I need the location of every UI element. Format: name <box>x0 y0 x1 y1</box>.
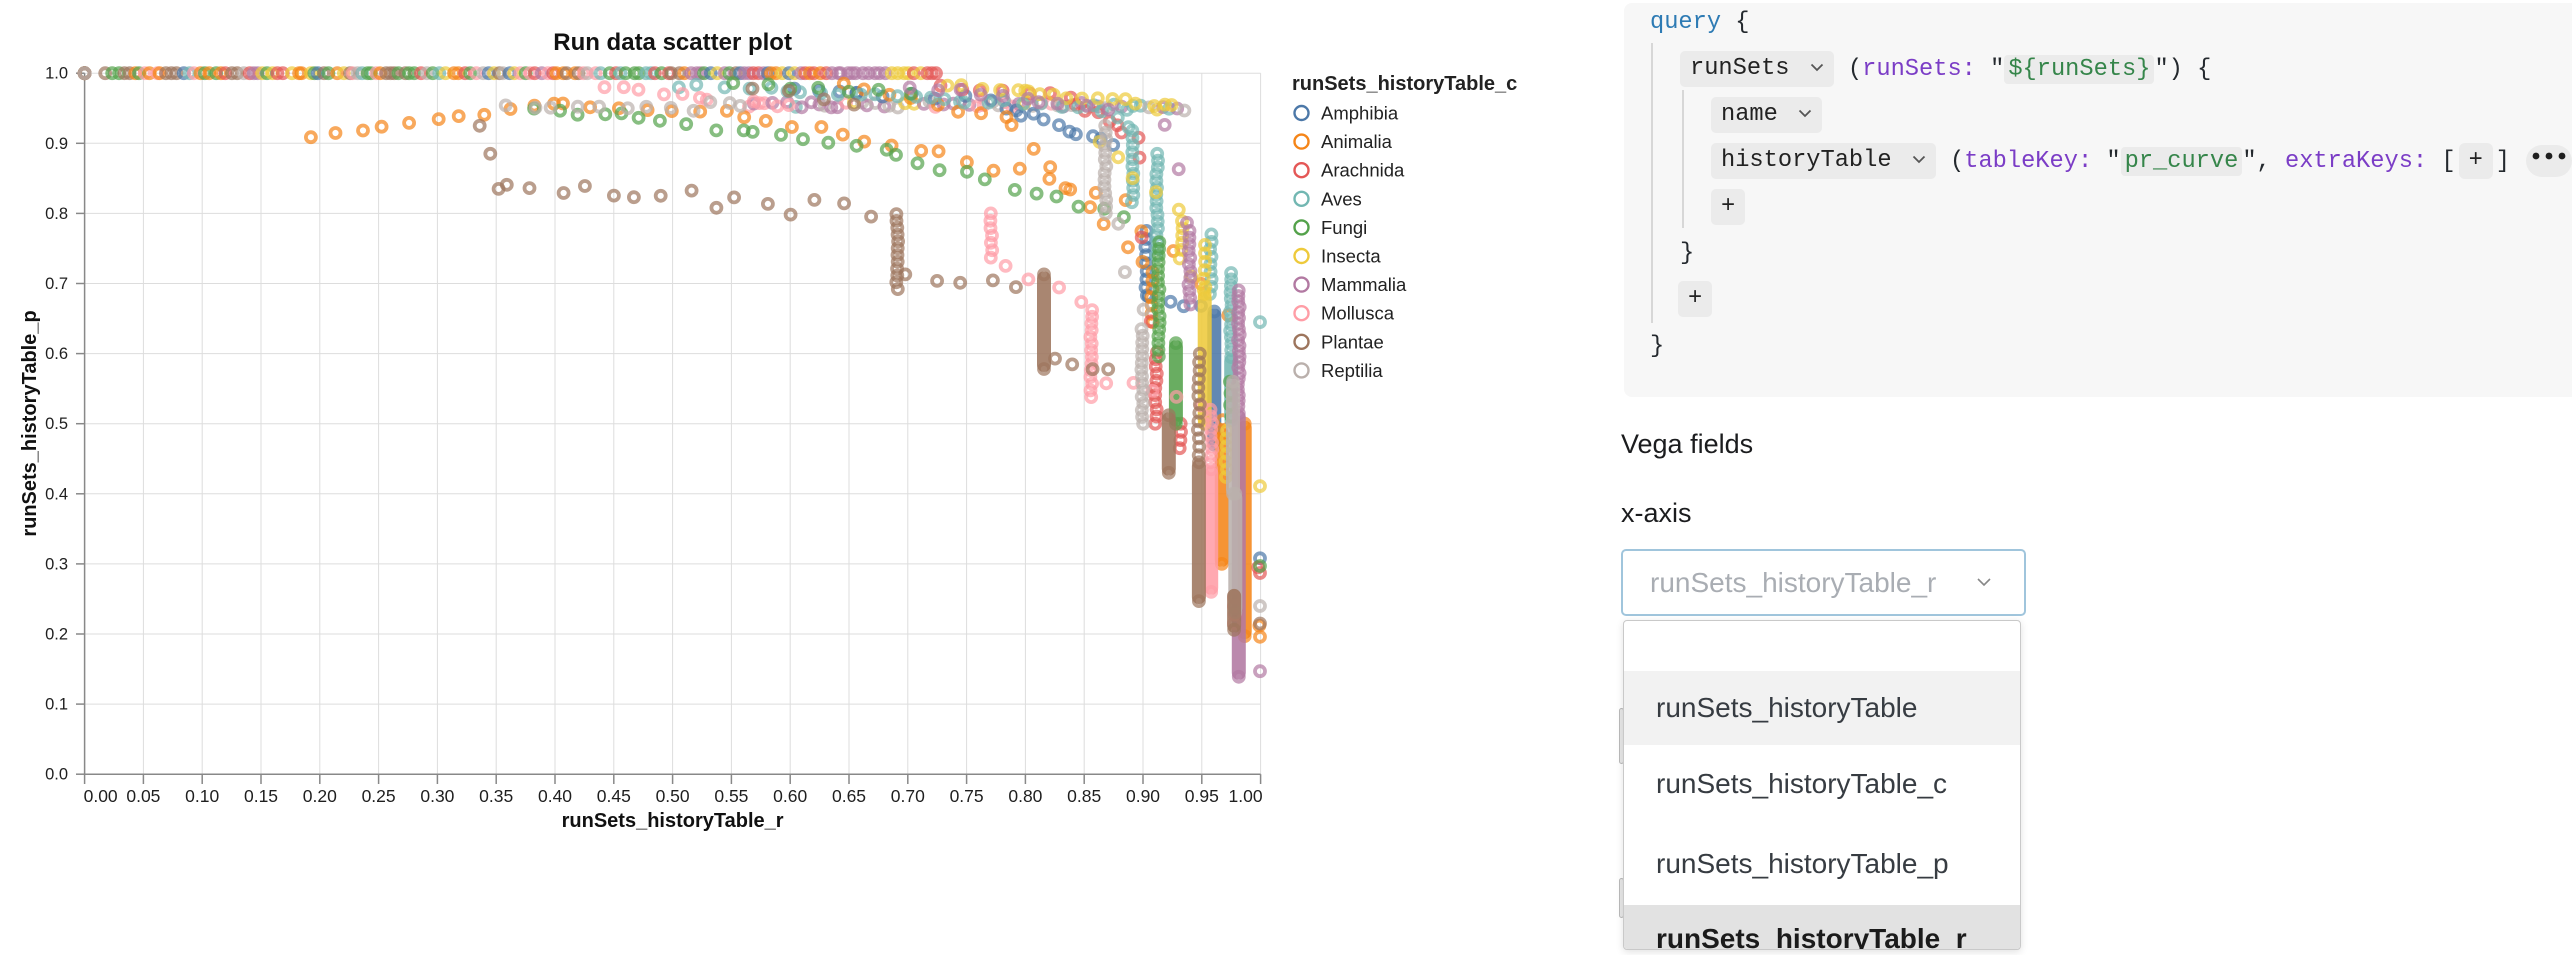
svg-text:0.6: 0.6 <box>45 345 68 363</box>
svg-text:0.4: 0.4 <box>45 485 68 503</box>
svg-text:0.2: 0.2 <box>45 626 68 644</box>
svg-text:Animalia: Animalia <box>1321 131 1393 152</box>
svg-text:0.95: 0.95 <box>1185 786 1219 806</box>
svg-text:Aves: Aves <box>1321 188 1362 209</box>
svg-text:0.9: 0.9 <box>45 135 68 153</box>
svg-text:Amphibia: Amphibia <box>1321 103 1399 124</box>
svg-text:Arachnida: Arachnida <box>1321 160 1405 181</box>
svg-text:0.7: 0.7 <box>45 275 68 293</box>
svg-text:runSets_historyTable_p: runSets_historyTable_p <box>19 310 41 536</box>
svg-text:0.80: 0.80 <box>1008 786 1042 806</box>
svg-text:Mammalia: Mammalia <box>1321 274 1407 295</box>
svg-text:Fungi: Fungi <box>1321 217 1367 238</box>
svg-text:0.15: 0.15 <box>244 786 278 806</box>
svg-text:0.65: 0.65 <box>832 786 866 806</box>
svg-text:0.90: 0.90 <box>1126 786 1160 806</box>
svg-text:1.0: 1.0 <box>45 65 68 83</box>
svg-text:0.30: 0.30 <box>420 786 454 806</box>
svg-text:0.10: 0.10 <box>185 786 219 806</box>
svg-text:Reptilia: Reptilia <box>1321 360 1383 381</box>
svg-text:runSets_historyTable_c: runSets_historyTable_c <box>1292 73 1517 95</box>
svg-text:0.35: 0.35 <box>479 786 513 806</box>
svg-text:0.05: 0.05 <box>126 786 160 806</box>
svg-text:0.8: 0.8 <box>45 205 68 223</box>
svg-text:0.00: 0.00 <box>84 786 118 806</box>
svg-text:0.50: 0.50 <box>656 786 690 806</box>
svg-text:0.20: 0.20 <box>303 786 337 806</box>
svg-text:0.5: 0.5 <box>45 415 68 433</box>
svg-text:1.00: 1.00 <box>1229 786 1263 806</box>
svg-text:0.40: 0.40 <box>538 786 572 806</box>
svg-text:0.85: 0.85 <box>1067 786 1101 806</box>
svg-text:runSets_historyTable_r: runSets_historyTable_r <box>562 810 784 832</box>
svg-text:Run data scatter plot: Run data scatter plot <box>553 29 792 56</box>
svg-text:0.75: 0.75 <box>950 786 984 806</box>
svg-text:0.70: 0.70 <box>891 786 925 806</box>
svg-text:Plantae: Plantae <box>1321 331 1384 352</box>
svg-text:0.1: 0.1 <box>45 696 68 714</box>
svg-text:0.25: 0.25 <box>362 786 396 806</box>
svg-text:Insecta: Insecta <box>1321 246 1381 267</box>
svg-text:0.60: 0.60 <box>773 786 807 806</box>
svg-text:Mollusca: Mollusca <box>1321 303 1395 324</box>
svg-text:0.0: 0.0 <box>45 766 68 784</box>
svg-text:0.45: 0.45 <box>597 786 631 806</box>
svg-text:0.55: 0.55 <box>714 786 748 806</box>
svg-text:0.3: 0.3 <box>45 555 68 573</box>
